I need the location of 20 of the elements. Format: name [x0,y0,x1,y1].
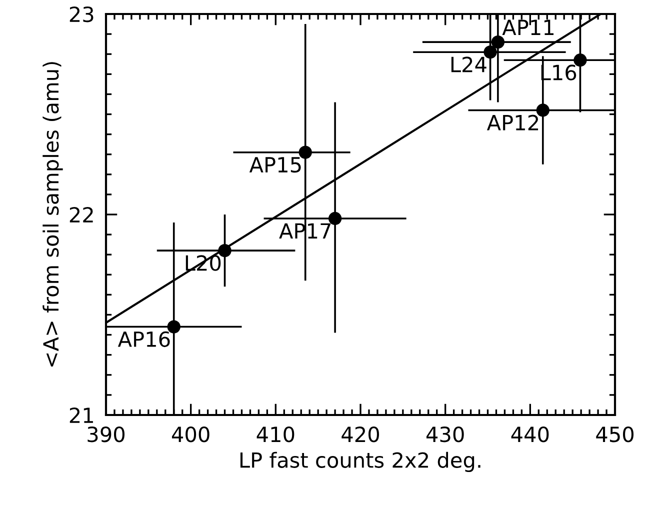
y-tick-label: 21 [70,407,93,423]
x-tick-label: 450 [596,426,634,442]
x-tick-label: 400 [172,426,210,442]
x-axis-title: LP fast counts 2x2 deg. [240,452,480,472]
annotation: AP11 [502,20,554,35]
y-axis-title: <A> from soil samples (amu) [42,62,63,366]
annotation: L24 [451,56,486,72]
x-tick-label: 440 [511,426,549,442]
annotation: AP16 [118,331,170,348]
annotation: AP12 [486,114,538,130]
point [298,146,312,159]
y-tick-label: 23 [70,6,94,22]
y-tick-label: 22 [70,206,93,222]
x-tick-label: 420 [342,426,379,442]
x-tick-label: 410 [256,426,294,442]
point [491,35,505,49]
annotation: AP15 [249,157,301,173]
x-tick-label: 390 [88,426,124,442]
point [536,104,550,117]
x-tick-label: 430 [426,426,464,442]
